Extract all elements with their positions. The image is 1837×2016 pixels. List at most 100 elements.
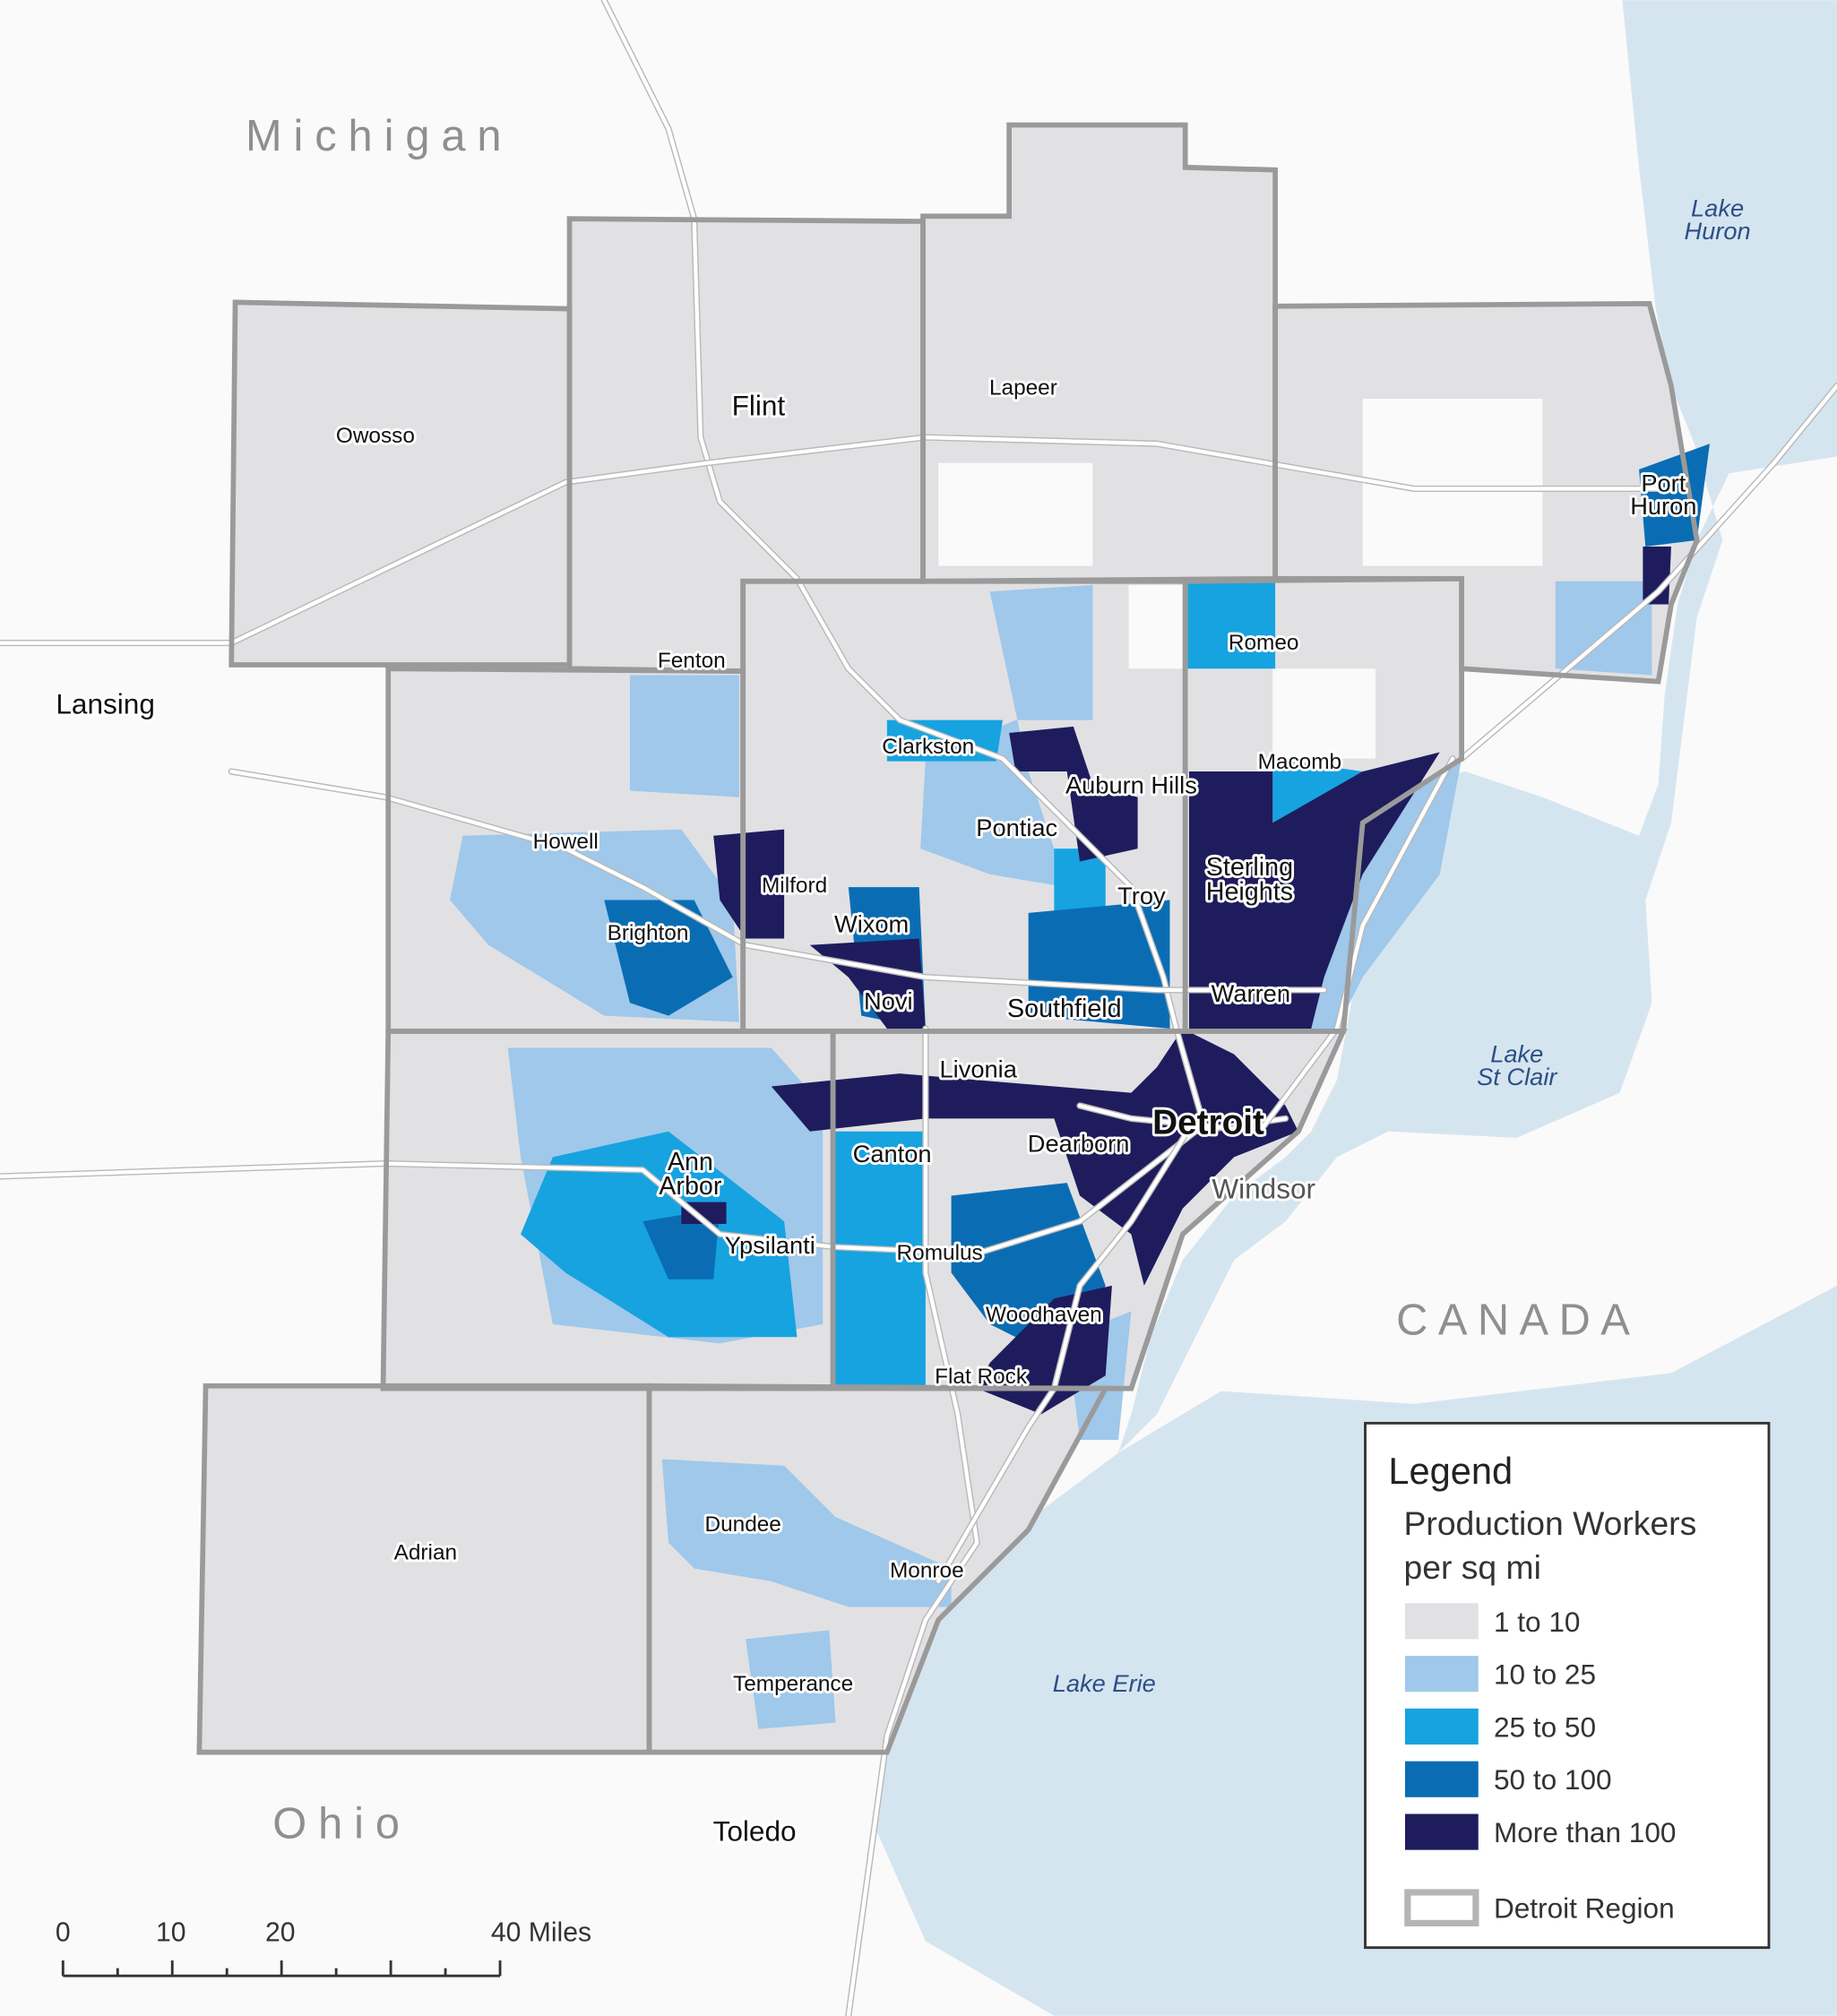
road <box>0 435 1660 645</box>
city-label: Romulus <box>897 1241 983 1265</box>
no-data-area <box>1128 585 1187 669</box>
water-label-line: Lake <box>1691 194 1744 221</box>
city-label: Ann Arbor <box>659 1148 722 1201</box>
legend-subtitle: Production Workers <box>1404 1504 1697 1542</box>
legend-label: 10 to 25 <box>1494 1658 1596 1691</box>
city-label-line: Arbor <box>659 1172 722 1201</box>
water-label-line: Lake <box>1490 1039 1543 1067</box>
legend-swatch <box>1404 1603 1479 1640</box>
city-label-line: Monroe <box>890 1559 964 1583</box>
region-label: CANADA <box>1396 1296 1640 1344</box>
city-label: Clarkston <box>882 735 974 759</box>
density-area <box>1187 581 1276 669</box>
county <box>198 1385 651 1753</box>
legend-label: 1 to 10 <box>1494 1606 1580 1638</box>
city-label: Lansing <box>56 687 155 719</box>
legend-title: Legend <box>1388 1450 1513 1492</box>
region-label-line: Michigan <box>246 112 513 160</box>
legend-swatch <box>1404 1708 1479 1745</box>
density-area <box>1054 849 1106 926</box>
city-label: Wixom <box>834 909 909 937</box>
city-label-line: Woodhaven <box>986 1303 1102 1327</box>
city-label-line: Lansing <box>56 687 155 719</box>
lake-huron <box>1622 0 1837 474</box>
city-label: Lapeer <box>989 376 1057 401</box>
water-label: Lake Erie <box>1053 1669 1156 1697</box>
city-label: Monroe <box>890 1559 964 1583</box>
legend-label: Detroit Region <box>1494 1892 1675 1925</box>
city-label-line: Port <box>1641 469 1686 496</box>
density-area <box>771 1028 1298 1286</box>
density-area <box>1188 752 1440 1029</box>
city-label: Troy <box>1117 882 1166 909</box>
no-data-area <box>938 462 1093 566</box>
county <box>230 301 571 666</box>
region-label-line: Ohio <box>272 1800 411 1848</box>
city-label: Windsor <box>1212 1172 1315 1204</box>
city-label-line: Livonia <box>940 1055 1018 1082</box>
city-label: Flat Rock <box>935 1365 1028 1389</box>
density-area <box>661 1459 952 1607</box>
legend-label: 25 to 50 <box>1494 1710 1596 1743</box>
city-label-line: Detroit <box>1152 1104 1264 1142</box>
city-label: Livonia <box>940 1055 1018 1082</box>
city-label: Port Huron <box>1630 469 1696 520</box>
density-area <box>643 1208 720 1279</box>
city-label: Auburn Hills <box>1065 771 1197 798</box>
density-area <box>1643 546 1671 605</box>
city-label: Temperance <box>733 1672 853 1696</box>
density-area <box>604 900 733 1016</box>
legend-label: 50 to 100 <box>1494 1763 1612 1796</box>
city-label-line: Warren <box>1212 979 1290 1007</box>
city-label-line: Romulus <box>897 1241 983 1265</box>
city-label: Warren <box>1212 979 1290 1007</box>
density-area <box>1028 900 1170 1029</box>
city-label-line: Ann <box>668 1148 713 1176</box>
st-clair <box>1118 444 1729 1453</box>
city-label: Macomb <box>1258 750 1341 774</box>
city-label-line: Flint <box>732 390 786 422</box>
road <box>936 1116 1198 1583</box>
water-label-line: Lake Erie <box>1053 1669 1156 1697</box>
city-label: Adrian <box>394 1540 457 1564</box>
road <box>229 769 1326 993</box>
city-label-line: Canton <box>853 1140 932 1167</box>
city-label-line: Troy <box>1117 882 1166 909</box>
city-label-line: Pontiac <box>976 814 1057 841</box>
city-label: Novi <box>864 986 913 1014</box>
legend-items: 1 to 10 10 to 25 25 to 50 50 to 100 More tha… <box>1404 1603 1676 1850</box>
city-label-line: Sterling <box>1206 853 1293 882</box>
city-label: Sterling Heights <box>1206 853 1293 906</box>
scale-label: 40 Miles <box>491 1917 591 1947</box>
city-label-line: Brighton <box>608 921 689 945</box>
city-label: Howell <box>533 830 599 854</box>
legend-swatch <box>1404 1814 1479 1850</box>
city-label-line: Wixom <box>834 909 909 937</box>
city-label: Toledo <box>713 1815 797 1848</box>
road <box>846 1026 979 2016</box>
city-label-line: Auburn Hills <box>1065 771 1197 798</box>
scale-label: 0 <box>56 1917 71 1947</box>
region-label-line: CANADA <box>1396 1296 1640 1344</box>
county-boundary <box>646 1383 1110 1755</box>
city-label-line: Ypsilanti <box>725 1231 815 1259</box>
city-label-line: Novi <box>864 986 913 1014</box>
legend-subtitle: per sq mi <box>1404 1548 1541 1586</box>
city-label-line: Southfield <box>1007 995 1122 1023</box>
city-label-line: Milford <box>762 874 827 898</box>
city-label-line: Romeo <box>1229 631 1299 655</box>
city-label-line: Dundee <box>704 1512 781 1537</box>
city-label-line: Flat Rock <box>935 1365 1028 1389</box>
city-label-line: Windsor <box>1212 1172 1315 1204</box>
scale-bar: 0 10 20 40 Miles <box>56 1917 591 1977</box>
density-area <box>629 675 739 797</box>
city-label-line: Owosso <box>336 424 415 448</box>
region-label: Ohio <box>272 1800 411 1848</box>
city-label: Southfield <box>1007 995 1122 1023</box>
city-label: Fenton <box>658 649 726 673</box>
city-label-line: Macomb <box>1258 750 1341 774</box>
city-label: Flint <box>732 390 786 422</box>
density-area <box>832 1131 926 1389</box>
city-label: Brighton <box>608 921 689 945</box>
